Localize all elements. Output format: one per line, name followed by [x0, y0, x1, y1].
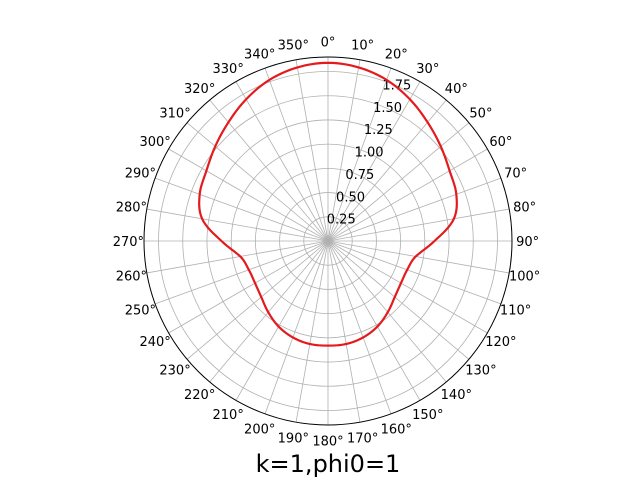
radial-tick-label: 0.50 [336, 190, 365, 205]
angular-tick-label: 330° [213, 62, 244, 77]
angular-gridline [186, 122, 329, 242]
angular-tick-label: 170° [347, 432, 378, 447]
polar-frame [143, 56, 513, 426]
angular-tick-label: 90° [516, 235, 539, 250]
angular-tick-label: 220° [184, 388, 215, 403]
angular-tick-label: 190° [278, 432, 309, 447]
angular-gridline [264, 240, 329, 415]
radial-tick-label: 0.75 [345, 168, 374, 183]
angular-gridline [209, 99, 329, 242]
polar-grid [144, 57, 512, 425]
angular-gridline [154, 240, 329, 305]
angular-tick-label: 250° [125, 303, 156, 318]
angular-gridline [295, 240, 329, 423]
angular-gridline [235, 81, 329, 242]
angular-tick-label: 140° [441, 388, 472, 403]
radial-tick-label: 1.50 [373, 101, 402, 116]
angular-tick-label: 40° [445, 82, 468, 97]
angular-tick-label: 100° [509, 270, 540, 285]
angular-tick-label: 320° [184, 82, 215, 97]
angular-tick-label: 10° [351, 38, 374, 53]
angular-gridline [327, 240, 502, 305]
angular-tick-label: 270° [113, 235, 144, 250]
angular-tick-label: 120° [485, 335, 516, 350]
angular-tick-label: 110° [500, 303, 531, 318]
radial-tick-label: 1.25 [364, 123, 393, 138]
angular-gridline [327, 122, 470, 242]
angular-tick-label: 280° [116, 200, 147, 215]
angular-gridline [327, 240, 421, 401]
angular-tick-label: 60° [489, 135, 512, 150]
angular-tick-label: 30° [416, 62, 439, 77]
data-series-layer [198, 61, 458, 347]
angular-gridline [154, 177, 329, 242]
angular-gridline [327, 240, 470, 360]
angular-gridline [168, 240, 329, 334]
angular-tick-label: 290° [125, 167, 156, 182]
angular-tick-label: 300° [139, 135, 170, 150]
angular-tick-label: 350° [278, 38, 309, 53]
angular-gridline [327, 240, 510, 274]
angular-gridline [327, 177, 502, 242]
angular-gridline [327, 81, 421, 242]
angular-gridline [327, 67, 392, 242]
angular-gridline [327, 240, 392, 415]
angular-tick-label: 260° [116, 270, 147, 285]
angular-gridline [327, 240, 361, 423]
angular-gridline [235, 240, 329, 401]
chart-title: k=1,phi0=1 [256, 450, 401, 478]
angular-gridline [295, 59, 329, 242]
angular-gridline [186, 240, 329, 360]
angular-tick-label: 340° [244, 47, 275, 62]
angular-gridline [264, 67, 329, 242]
angular-tick-label: 0° [321, 35, 336, 50]
angular-tick-label: 70° [504, 167, 527, 182]
angular-gridline [168, 148, 329, 242]
angular-gridline [327, 240, 488, 334]
angular-tick-label: 160° [381, 423, 412, 438]
angular-gridline [146, 240, 329, 274]
angular-tick-label: 310° [159, 107, 190, 122]
angular-tick-label: 210° [213, 408, 244, 423]
angular-tick-label: 80° [513, 200, 536, 215]
angular-gridline [327, 148, 488, 242]
radial-tick-label: 0.25 [327, 213, 356, 228]
angular-tick-label: 180° [312, 435, 343, 450]
angular-tick-label: 230° [159, 363, 190, 378]
series-line [198, 61, 458, 347]
angular-tick-label: 20° [385, 47, 408, 62]
angular-tick-labels: 0° 10° 20° 30° 40°50° 60° 70° 80° 90° 100° 110° 120… [113, 35, 541, 449]
angular-gridline [146, 208, 329, 242]
angular-tick-label: 200° [244, 423, 275, 438]
angular-gridline [327, 99, 447, 242]
angular-gridline [327, 208, 510, 242]
radial-tick-labels: 0.250.500.751.001.251.501.75 [327, 78, 412, 227]
angular-tick-label: 130° [465, 363, 496, 378]
radial-tick-label: 1.00 [355, 146, 384, 161]
angular-tick-label: 240° [139, 335, 170, 350]
angular-tick-label: 150° [412, 408, 443, 423]
angular-tick-label: 50° [469, 107, 492, 122]
angular-gridline [327, 59, 361, 242]
